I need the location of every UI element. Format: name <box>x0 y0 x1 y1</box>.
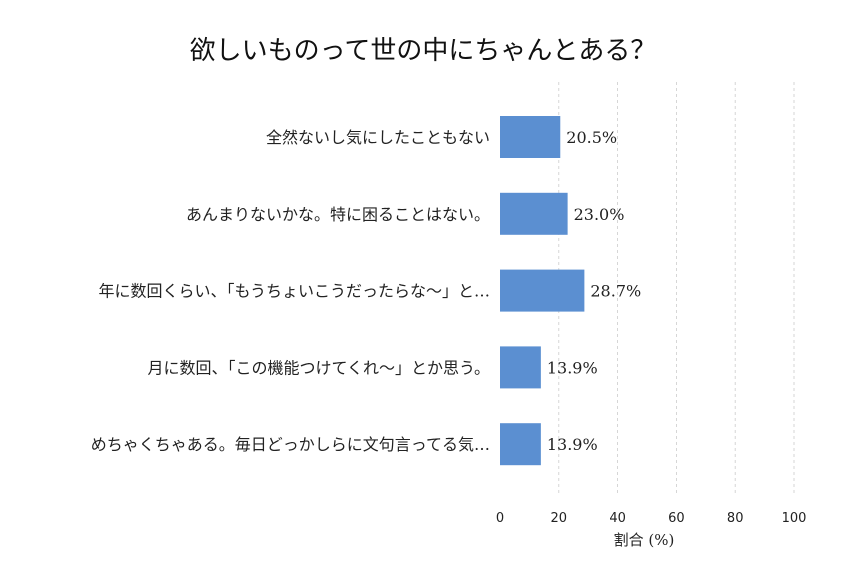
value-label: 13.9% <box>547 358 598 377</box>
category-label: 全然ないし気にしたこともない <box>266 128 490 147</box>
category-label: 年に数回くらい、「もうちょいこうだったらな〜」と… <box>98 282 490 301</box>
value-label: 23.0% <box>574 205 625 224</box>
chart-title: 欲しいものって世の中にちゃんとある？ <box>189 36 657 66</box>
category-label: めちゃくちゃある。毎日どっかしらに文句言ってる気… <box>91 435 490 454</box>
x-tick-label: 20 <box>551 511 568 526</box>
bar <box>500 346 541 389</box>
x-tick-label: 0 <box>496 511 504 526</box>
x-tick-label: 100 <box>782 511 807 526</box>
value-label: 13.9% <box>547 435 598 454</box>
category-label: あんまりないかな。特に困ることはない。 <box>186 205 490 224</box>
x-tick-label: 60 <box>668 511 685 526</box>
bar <box>500 192 568 235</box>
value-label: 28.7% <box>590 282 641 301</box>
bar <box>500 423 541 466</box>
x-tick-label: 40 <box>609 511 626 526</box>
category-label: 月に数回、「この機能つけてくれ〜」とか思う。 <box>147 358 490 377</box>
x-axis-label: 割合 (%) <box>614 531 675 549</box>
value-label: 20.5% <box>566 128 617 147</box>
bar <box>500 269 585 312</box>
bar <box>500 116 561 158</box>
x-tick-label: 80 <box>727 511 744 526</box>
